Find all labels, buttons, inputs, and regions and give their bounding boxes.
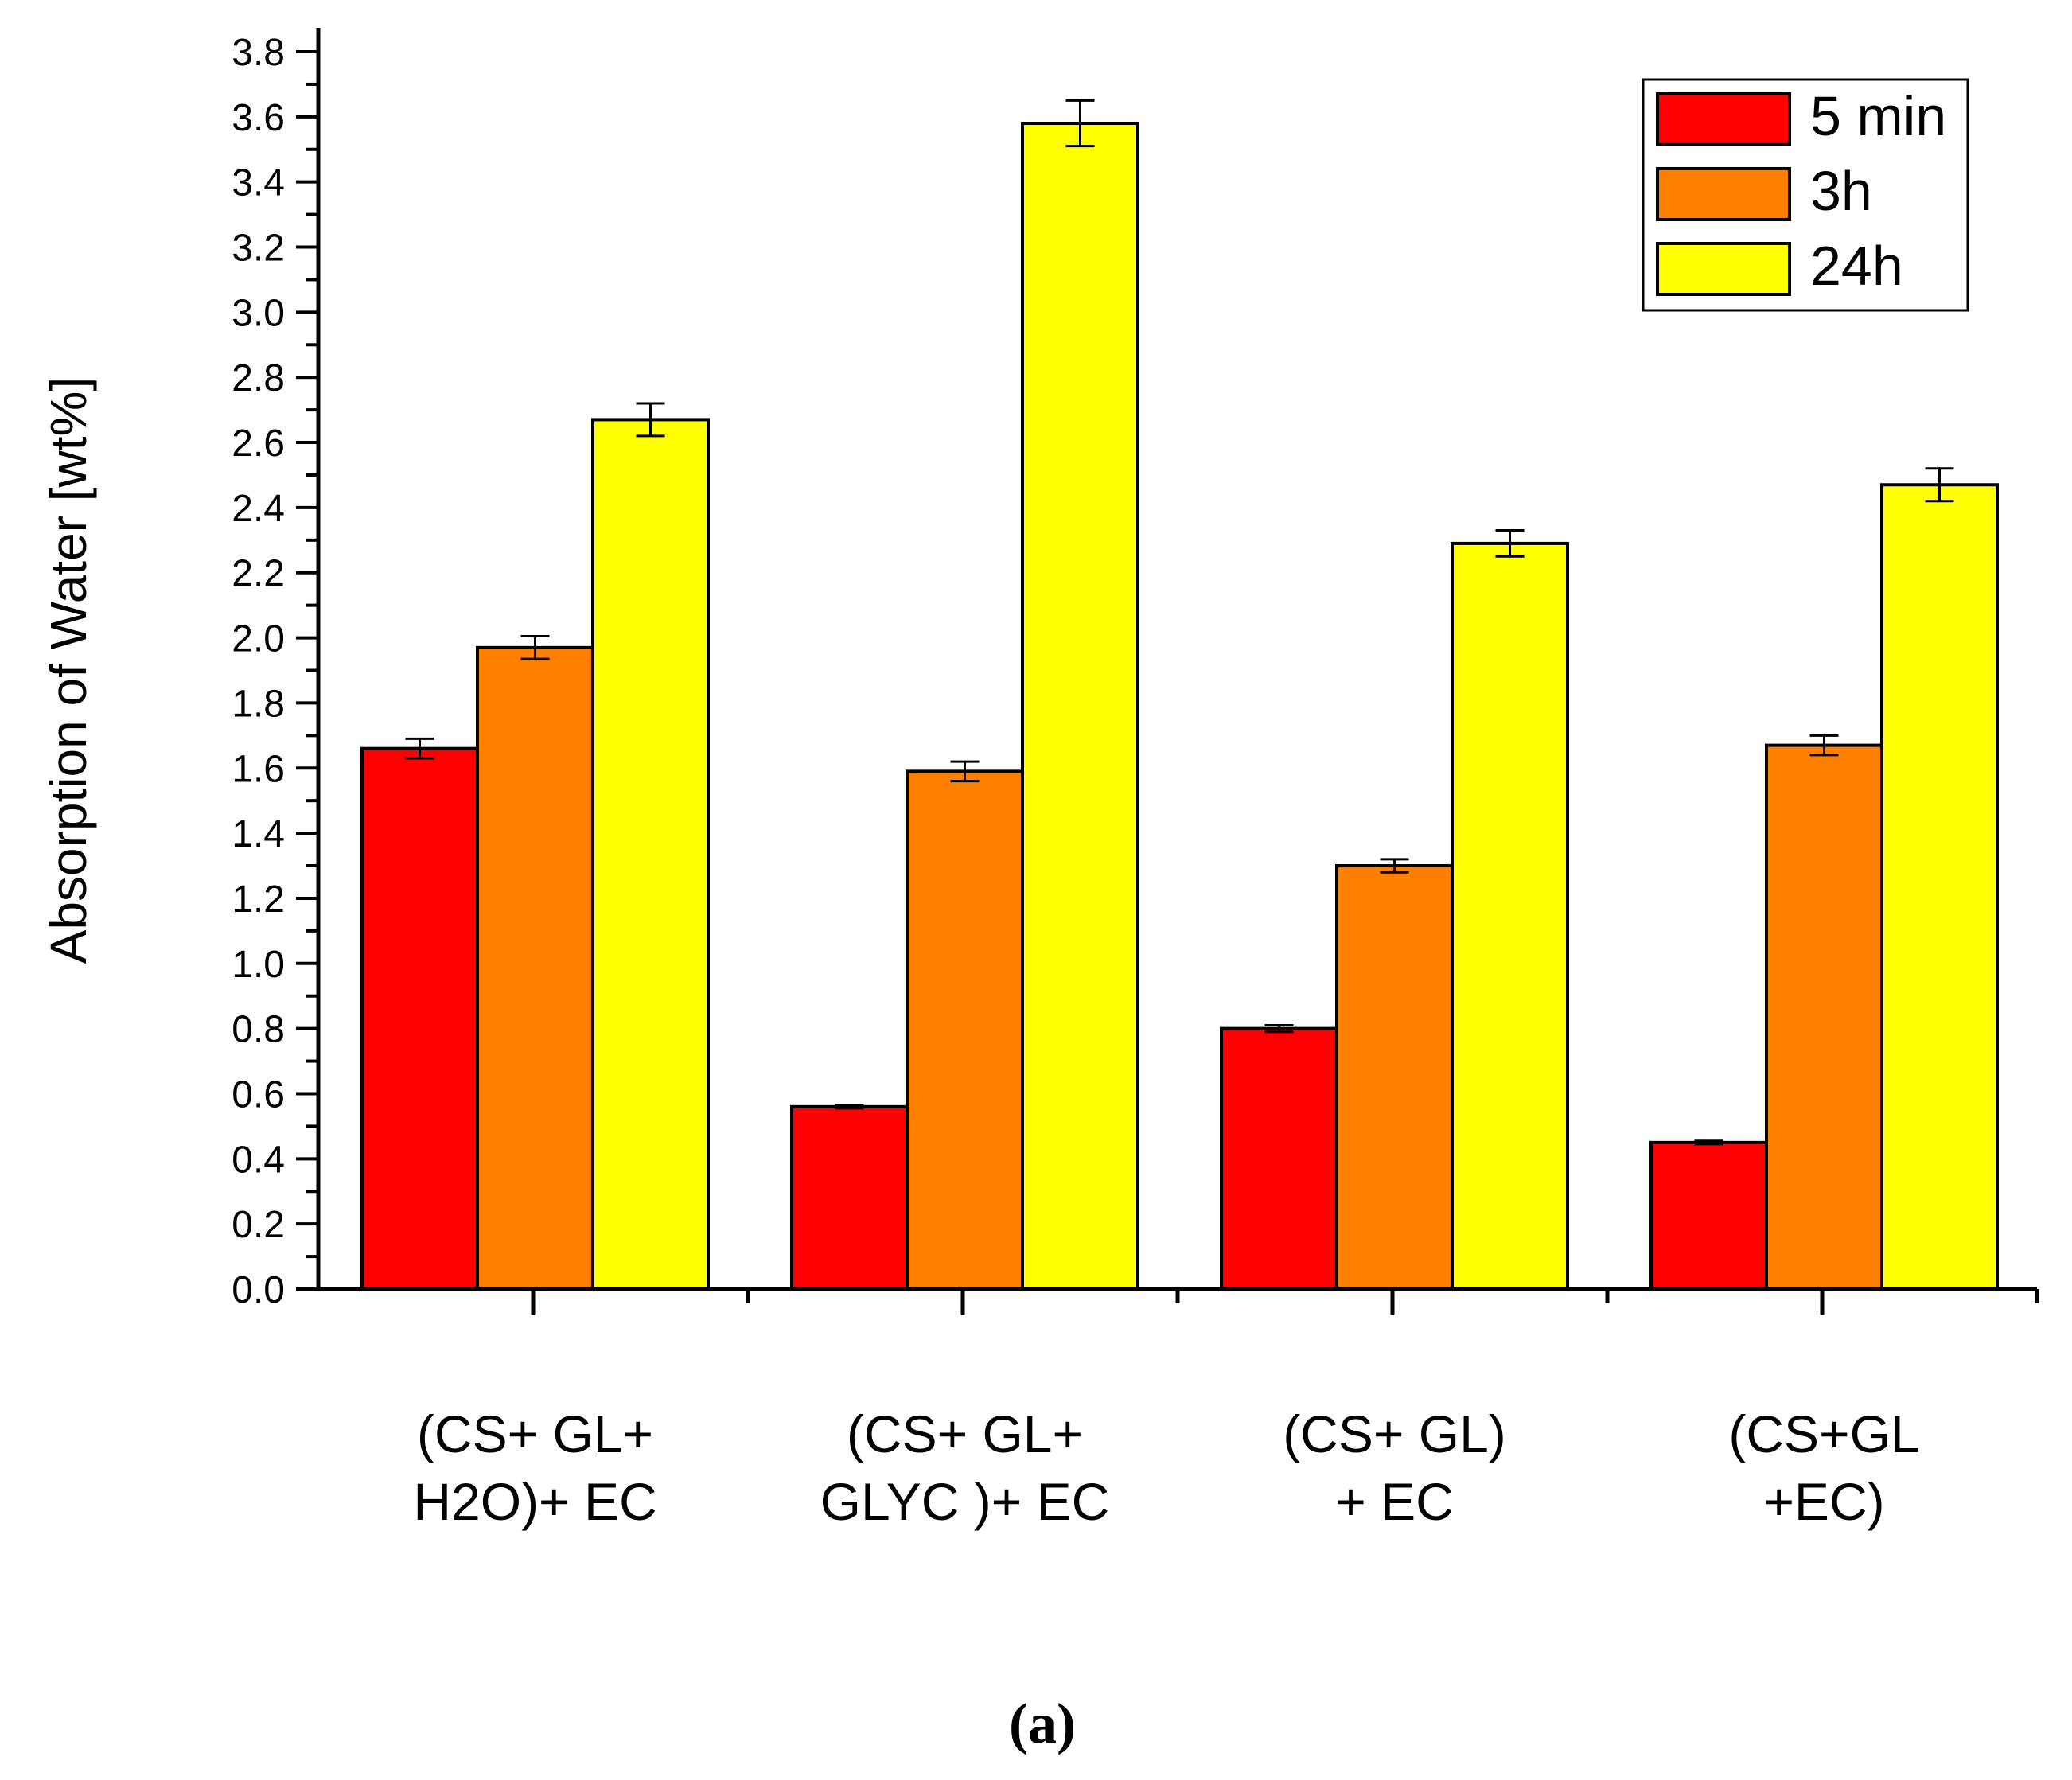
x-category-label-line1: (CS+ GL+ [417, 1404, 653, 1463]
x-category-label-line2: +EC) [1763, 1472, 1884, 1531]
legend-swatch-3h [1656, 167, 1791, 221]
x-category-label-line2: + EC [1335, 1472, 1454, 1531]
bar-24h-cat2 [1021, 122, 1139, 1291]
y-axis-label: Absorption of Water [wt%] [40, 377, 97, 964]
y-tick-label: 3.2 [232, 228, 285, 270]
y-tick-label: 1.8 [232, 683, 285, 725]
bar-24h-cat1 [591, 418, 710, 1291]
y-tick-label: 0.8 [232, 1009, 285, 1051]
y-tick-label: 2.6 [232, 423, 285, 465]
bar-5min-cat4 [1649, 1140, 1768, 1291]
y-tick-label: 1.6 [232, 748, 285, 790]
bar-5min-cat1 [360, 746, 479, 1291]
y-tick-label: 0.2 [232, 1204, 285, 1246]
x-category-label-line2: GLYC )+ EC [820, 1472, 1110, 1531]
legend-swatch-5min [1656, 92, 1791, 146]
y-tick-label: 2.4 [232, 488, 285, 530]
x-category-label-line1: (CS+GL [1728, 1404, 1919, 1463]
legend-label-24h: 24h [1810, 235, 1903, 297]
y-tick-label: 2.8 [232, 357, 285, 399]
y-tick-label: 0.6 [232, 1073, 285, 1116]
bar-5min-cat3 [1220, 1026, 1338, 1291]
legend-label-5min: 5 min [1810, 85, 1946, 147]
bar-3h-cat4 [1765, 743, 1883, 1291]
y-tick-label: 2.0 [232, 618, 285, 660]
x-category-label-line2: H2O)+ EC [413, 1472, 656, 1531]
y-tick-label: 3.4 [232, 162, 285, 204]
figure-caption: (a) [1009, 1692, 1076, 1755]
x-category-label-line1: (CS+ GL+ [847, 1404, 1083, 1463]
y-tick-label: 0.0 [232, 1269, 285, 1311]
x-category-label-line1: (CS+ GL) [1283, 1404, 1506, 1463]
bar-3h-cat1 [476, 645, 594, 1291]
y-tick-label: 2.2 [232, 553, 285, 595]
y-tick-label: 3.0 [232, 292, 285, 334]
y-tick-label: 3.6 [232, 97, 285, 139]
bar-3h-cat3 [1335, 864, 1454, 1291]
y-tick-label: 1.0 [232, 944, 285, 986]
y-tick-label: 1.2 [232, 878, 285, 921]
y-tick-label: 3.8 [232, 32, 285, 74]
bar-24h-cat3 [1451, 541, 1569, 1291]
y-tick-label: 0.4 [232, 1139, 285, 1181]
bar-3h-cat2 [906, 769, 1024, 1291]
legend-swatch-24h [1656, 242, 1791, 296]
bar-24h-cat4 [1880, 483, 1999, 1291]
y-tick-label: 1.4 [232, 813, 285, 855]
legend-label-3h: 3h [1810, 160, 1872, 222]
bar-5min-cat2 [790, 1104, 909, 1291]
